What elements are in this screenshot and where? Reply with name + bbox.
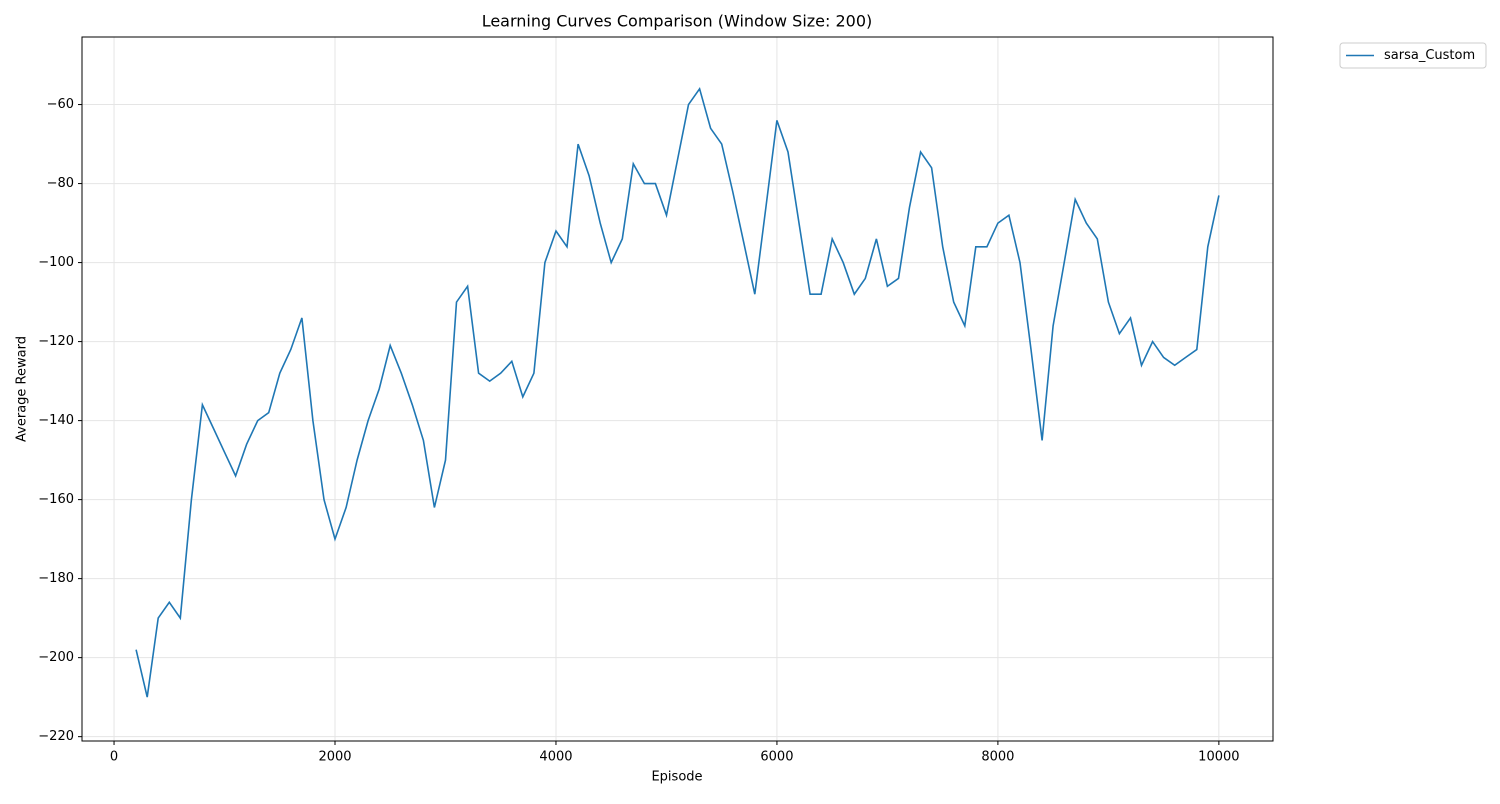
y-tick-label: −80 bbox=[47, 176, 74, 191]
x-tick-label: 2000 bbox=[318, 750, 351, 765]
y-tick-label: −180 bbox=[38, 571, 74, 586]
chart-title: Learning Curves Comparison (Window Size:… bbox=[482, 12, 873, 31]
data-line bbox=[135, 86, 1220, 698]
y-tick-label: −100 bbox=[38, 255, 74, 270]
y-tick-label: −200 bbox=[38, 650, 74, 665]
plot-frame bbox=[81, 36, 1274, 742]
legend-box bbox=[1339, 42, 1487, 69]
y-tick-label: −60 bbox=[47, 97, 74, 112]
y-tick-label: −220 bbox=[38, 729, 74, 744]
x-tick-label: 0 bbox=[110, 750, 118, 765]
legend-label: sarsa_Custom bbox=[1384, 48, 1475, 63]
x-tick-label: 6000 bbox=[760, 750, 793, 765]
y-tick-label: −160 bbox=[38, 492, 74, 507]
x-tick-label: 4000 bbox=[539, 750, 572, 765]
x-tick-label: 8000 bbox=[981, 750, 1014, 765]
y-tick-label: −120 bbox=[38, 334, 74, 349]
x-axis-label: Episode bbox=[651, 770, 702, 785]
y-axis-label: Average Reward bbox=[15, 336, 30, 442]
x-tick-label: 10000 bbox=[1198, 750, 1239, 765]
y-tick-label: −140 bbox=[38, 413, 74, 428]
